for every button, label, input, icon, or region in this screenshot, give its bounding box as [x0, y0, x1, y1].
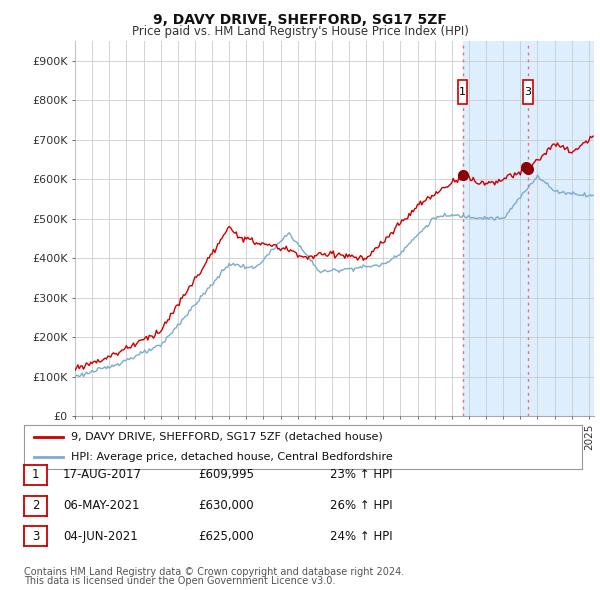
Text: £630,000: £630,000: [198, 499, 254, 512]
Text: 1: 1: [32, 468, 39, 481]
Text: 23% ↑ HPI: 23% ↑ HPI: [330, 468, 392, 481]
Text: Price paid vs. HM Land Registry's House Price Index (HPI): Price paid vs. HM Land Registry's House …: [131, 25, 469, 38]
Bar: [463, 41, 594, 416]
Text: 06-MAY-2021: 06-MAY-2021: [63, 499, 139, 512]
Text: £609,995: £609,995: [198, 468, 254, 481]
Text: This data is licensed under the Open Government Licence v3.0.: This data is licensed under the Open Gov…: [24, 576, 335, 586]
Text: 9, DAVY DRIVE, SHEFFORD, SG17 5ZF: 9, DAVY DRIVE, SHEFFORD, SG17 5ZF: [153, 13, 447, 27]
Text: 24% ↑ HPI: 24% ↑ HPI: [330, 530, 392, 543]
Text: 3: 3: [32, 530, 39, 543]
Text: 17-AUG-2017: 17-AUG-2017: [63, 468, 142, 481]
FancyBboxPatch shape: [458, 80, 467, 104]
Text: HPI: Average price, detached house, Central Bedfordshire: HPI: Average price, detached house, Cent…: [71, 452, 393, 462]
Text: 2: 2: [32, 499, 39, 512]
Text: 26% ↑ HPI: 26% ↑ HPI: [330, 499, 392, 512]
Text: 9, DAVY DRIVE, SHEFFORD, SG17 5ZF (detached house): 9, DAVY DRIVE, SHEFFORD, SG17 5ZF (detac…: [71, 432, 383, 442]
FancyBboxPatch shape: [523, 80, 533, 104]
Text: Contains HM Land Registry data © Crown copyright and database right 2024.: Contains HM Land Registry data © Crown c…: [24, 567, 404, 577]
Text: £625,000: £625,000: [198, 530, 254, 543]
Text: 3: 3: [524, 87, 531, 97]
Text: 04-JUN-2021: 04-JUN-2021: [63, 530, 138, 543]
Text: 1: 1: [459, 87, 466, 97]
